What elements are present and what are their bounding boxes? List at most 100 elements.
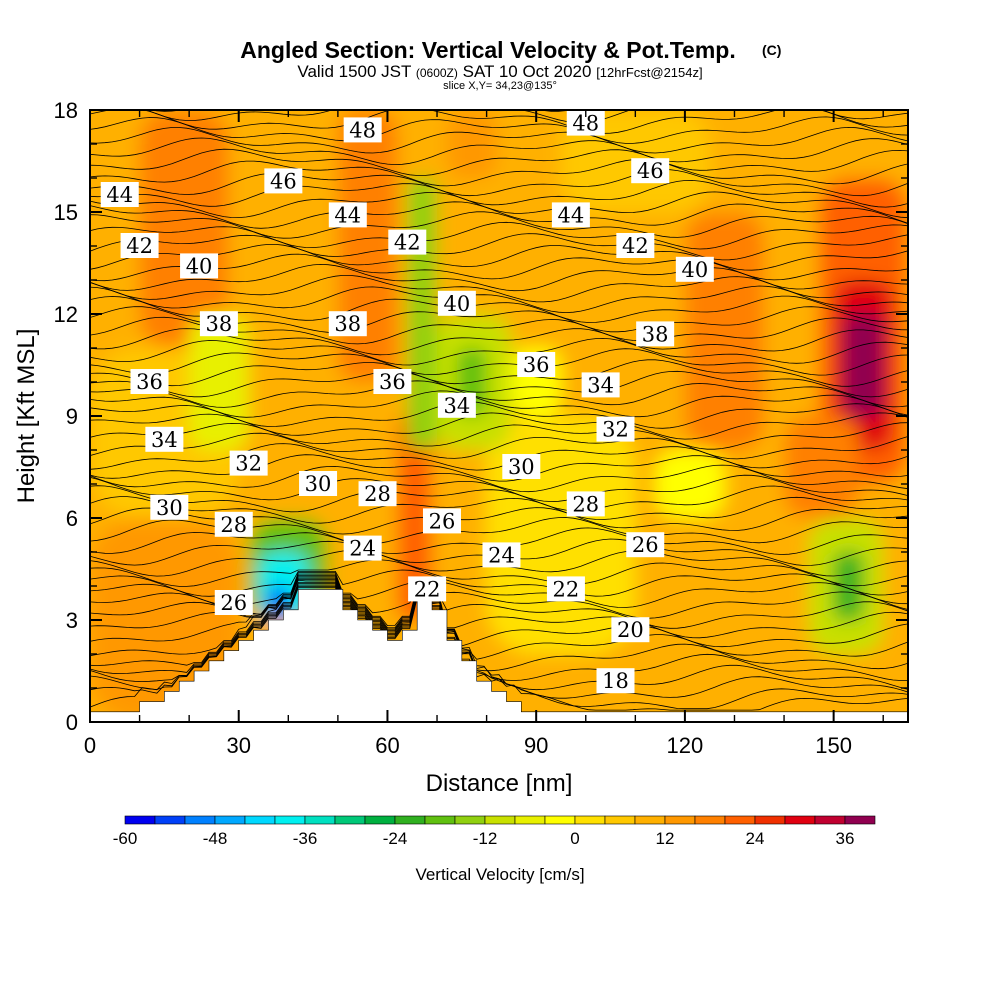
- isentrope-line: [90, 148, 908, 176]
- isentrope-label: 44: [334, 203, 361, 227]
- isentrope-line: [90, 158, 908, 187]
- isentrope-line: [90, 96, 908, 101]
- colorbar-tick-label: -12: [473, 829, 498, 848]
- isentrope-label-box: [214, 590, 253, 615]
- colorbar-swatch: [304, 815, 336, 825]
- x-axis-label: Distance [nm]: [426, 770, 573, 797]
- isentrope-label: 24: [488, 543, 515, 567]
- x-tick-label: 150: [815, 733, 852, 758]
- colorbar-swatch: [754, 815, 786, 825]
- isentrope-label: 40: [681, 258, 708, 282]
- subtitle-forecast-run: [12hrFcst@2154z]: [596, 65, 702, 80]
- isentrope-line: [90, 201, 908, 229]
- isentrope-line: [90, 263, 908, 292]
- isentrope-label-box: [517, 352, 556, 377]
- subtitle-valid-time: Valid 1500 JST: [297, 62, 411, 81]
- colorbar-swatch: [784, 815, 816, 825]
- isentrope-label-box: [502, 454, 541, 479]
- title-units: (C): [762, 42, 781, 58]
- isentrope-line: [90, 348, 908, 376]
- isentrope-line: [90, 412, 908, 440]
- isentrope-line: [90, 585, 908, 710]
- isentrope-line: [90, 380, 908, 408]
- colorbar-tick-label: 0: [570, 829, 579, 848]
- isentrope-label: 18: [602, 669, 629, 693]
- isentrope-label-box: [299, 471, 338, 496]
- isentrope-label: 40: [186, 254, 213, 278]
- isentrope-label-box: [199, 311, 238, 337]
- y-tick-label: 3: [66, 608, 78, 633]
- isentrope-line: [90, 579, 908, 672]
- isentrope-label: 36: [136, 370, 163, 394]
- isentrope-label: 42: [126, 234, 153, 258]
- velocity-cell: [655, 450, 725, 518]
- isentrope-label: 28: [364, 482, 391, 506]
- colorbar-swatch: [484, 815, 516, 825]
- isentrope-label-box: [328, 202, 367, 228]
- colorbar-swatch: [244, 815, 276, 825]
- isentrope-label-box: [150, 494, 189, 520]
- y-tick-label: 6: [66, 506, 78, 531]
- isentrope-label-box: [611, 617, 650, 643]
- isentrope-line: [90, 432, 908, 460]
- x-tick-label: 60: [375, 733, 399, 758]
- y-tick-label: 18: [54, 98, 78, 123]
- isentrope-label: 34: [587, 373, 614, 397]
- isentrope-line: [90, 584, 908, 699]
- colorbar-swatch: [724, 815, 756, 825]
- isentrope-line: [90, 110, 908, 134]
- isentrope-label: 32: [602, 418, 629, 442]
- velocity-cell: [833, 552, 864, 620]
- isentrope-lines: [90, 96, 908, 711]
- velocity-cell: [139, 110, 229, 348]
- isentrope-line: [90, 137, 908, 166]
- velocity-cell: [446, 110, 497, 178]
- isentrope-label-box: [422, 508, 461, 534]
- colorbar-swatch: [574, 815, 606, 825]
- colorbar-swatch: [664, 815, 696, 825]
- isentrope-label-box: [482, 542, 521, 568]
- isentrope-label-box: [437, 290, 476, 316]
- isentrope-line: [90, 581, 908, 681]
- isentrope-label: 44: [558, 203, 585, 227]
- isentrope-label-box: [675, 256, 714, 282]
- isentrope-label-box: [264, 168, 303, 194]
- isentrope-line: [90, 233, 908, 261]
- isentrope-label: 30: [508, 455, 535, 479]
- colorbar-swatch: [814, 815, 846, 825]
- isentrope-label-box: [596, 668, 635, 694]
- isentrope-label: 42: [394, 231, 421, 255]
- colorbar-label: Vertical Velocity [cm/s]: [415, 865, 584, 884]
- subtitle-utc-time: (0600Z): [416, 66, 458, 80]
- colorbar-tick-label: 24: [746, 829, 765, 848]
- y-tick-label: 15: [54, 200, 78, 225]
- isentrope-label: 46: [270, 169, 297, 193]
- velocity-cell: [407, 178, 438, 450]
- slice-label: slice X,Y= 34,23@135°: [443, 80, 557, 92]
- colorbar-swatch: [454, 815, 486, 825]
- isentrope-line: [90, 583, 908, 691]
- colorbar-swatch: [694, 815, 726, 825]
- isentrope-label: 26: [220, 591, 247, 615]
- isentrope-line: [90, 577, 908, 648]
- colorbar-swatch: [604, 815, 636, 825]
- x-tick-label: 0: [84, 733, 96, 758]
- isentrope-label: 36: [523, 353, 550, 377]
- isentrope-label-box: [631, 158, 670, 184]
- isentrope-line: [90, 116, 908, 144]
- chart-title: Angled Section: Vertical Velocity & Pot.…: [240, 37, 735, 63]
- isentrope-label: 30: [156, 496, 183, 520]
- isentrope-line: [90, 126, 908, 154]
- colorbar-swatch: [274, 815, 306, 825]
- isentrope-label: 44: [106, 183, 133, 207]
- isentrope-label: 38: [642, 322, 669, 346]
- colorbar-swatch: [634, 815, 666, 825]
- terrain: [90, 589, 908, 722]
- isentrope-label-box: [596, 416, 635, 442]
- isentrope-label-box: [229, 450, 268, 476]
- isentrope-line: [90, 496, 908, 524]
- isentrope-line: [90, 370, 908, 398]
